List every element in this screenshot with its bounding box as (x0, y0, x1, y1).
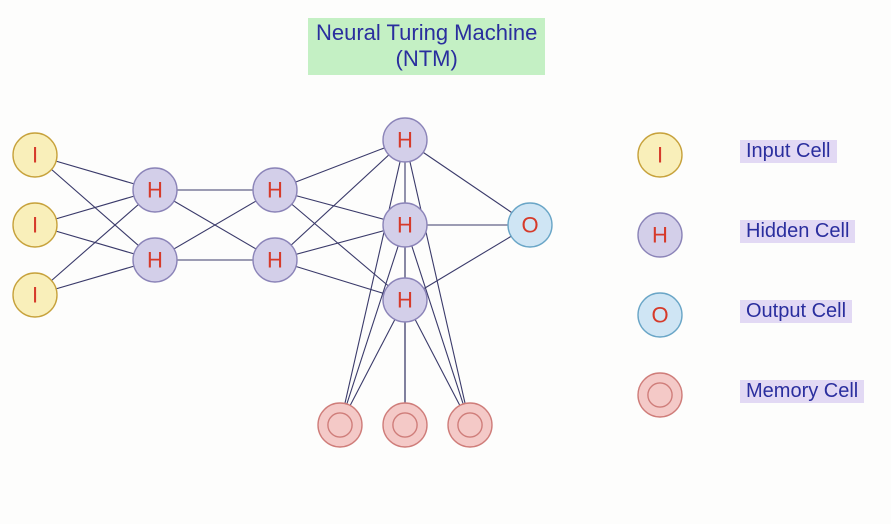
node-label: I (32, 213, 38, 238)
legend-label-memory: Memory Cell (740, 380, 864, 403)
node-memory-m0 (318, 403, 362, 447)
node-memory-m1 (383, 403, 427, 447)
node-label: H (267, 178, 283, 203)
node-hidden-h5: H (383, 203, 427, 247)
legend: I H O (638, 133, 682, 417)
node-hidden-h0: H (133, 168, 177, 212)
node-hidden-h2: H (253, 168, 297, 212)
node-label: H (267, 248, 283, 273)
node-label: I (657, 143, 663, 168)
node-label: I (32, 143, 38, 168)
node-input-i2: I (13, 273, 57, 317)
ntm-diagram: I I I H H H H H H H O I H O (0, 0, 891, 524)
node-hidden-h4: H (383, 118, 427, 162)
node-output-legend-2: O (638, 293, 682, 337)
legend-label-input: Input Cell (740, 140, 837, 163)
edge (405, 225, 470, 425)
node-hidden-legend-1: H (638, 213, 682, 257)
node-output-o0: O (508, 203, 552, 247)
node-label: H (652, 223, 668, 248)
node-label: H (147, 178, 163, 203)
legend-label-output: Output Cell (740, 300, 852, 323)
nodes-group: I I I H H H H H H H O (13, 118, 552, 447)
node-input-legend-0: I (638, 133, 682, 177)
node-label: H (397, 288, 413, 313)
node-input-i0: I (13, 133, 57, 177)
node-label: O (651, 303, 668, 328)
node-hidden-h6: H (383, 278, 427, 322)
node-label: I (32, 283, 38, 308)
legend-label-hidden: Hidden Cell (740, 220, 855, 243)
node-label: H (397, 128, 413, 153)
node-hidden-h3: H (253, 238, 297, 282)
node-label: H (397, 213, 413, 238)
node-input-i1: I (13, 203, 57, 247)
node-label: O (521, 213, 538, 238)
node-hidden-h1: H (133, 238, 177, 282)
node-memory-legend-3 (638, 373, 682, 417)
edge (340, 225, 405, 425)
node-memory-m2 (448, 403, 492, 447)
edge (35, 190, 155, 295)
node-label: H (147, 248, 163, 273)
